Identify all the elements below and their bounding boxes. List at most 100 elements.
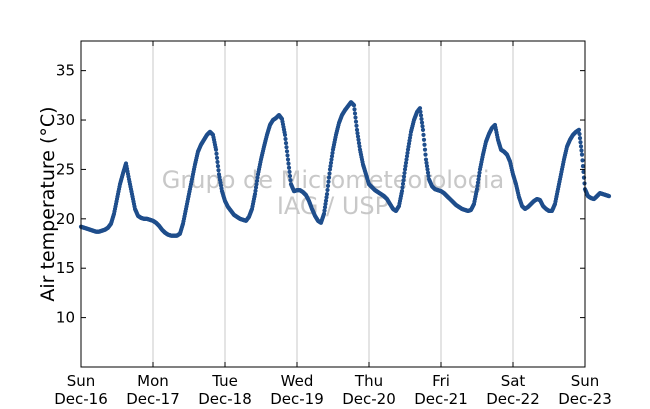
data-point [216, 168, 221, 173]
x-tick-day: Sun [571, 372, 600, 390]
data-point [417, 106, 423, 111]
data-point [288, 178, 293, 183]
x-axis: SunDec-16MonDec-17TueDec-18WedDec-19ThuD… [54, 41, 612, 408]
data-point [215, 159, 220, 165]
data-point [402, 170, 407, 176]
data-point [351, 103, 357, 108]
x-tick-day: Fri [432, 372, 450, 390]
data-point [329, 154, 335, 159]
data-point [426, 173, 431, 179]
x-tick-day: Mon [137, 372, 169, 390]
data-point [254, 178, 260, 184]
data-point [285, 153, 290, 158]
x-tick-date: Dec-22 [486, 390, 540, 408]
data-point [578, 144, 584, 149]
data-point [353, 119, 359, 124]
data-point [322, 205, 328, 210]
data-point [352, 111, 358, 116]
data-point [425, 167, 430, 172]
data-point [399, 189, 405, 194]
data-point [327, 171, 332, 176]
x-tick-day: Sun [67, 372, 96, 390]
data-point [401, 174, 407, 179]
x-tick-day: Tue [211, 372, 238, 390]
y-tick-label: 20 [56, 210, 75, 228]
y-tick-label: 35 [56, 62, 75, 80]
data-point [477, 170, 482, 175]
data-point [403, 164, 408, 169]
data-point [354, 127, 360, 133]
data-point [283, 140, 289, 146]
vertical-grid-lines [152, 41, 514, 367]
data-point [329, 157, 334, 162]
data-point [284, 145, 289, 150]
data-point [476, 177, 481, 182]
data-point [577, 136, 583, 141]
data-point [323, 198, 329, 203]
data-point [287, 173, 293, 179]
data-point [327, 167, 333, 172]
x-tick-date: Dec-18 [198, 390, 252, 408]
data-point [420, 127, 426, 133]
data-point [213, 147, 219, 152]
data-point [255, 175, 260, 180]
data-point [424, 164, 430, 169]
data-point [356, 140, 362, 146]
data-point [418, 109, 423, 114]
data-point [423, 157, 429, 162]
data-point [253, 188, 258, 193]
x-tick-day: Sat [501, 372, 526, 390]
x-tick-day: Thu [354, 372, 383, 390]
data-point [423, 152, 428, 157]
data-point [321, 211, 327, 216]
data-point [418, 113, 424, 118]
y-tick-label: 30 [56, 111, 75, 129]
data-point [324, 192, 330, 197]
data-point [287, 169, 292, 174]
data-point [475, 183, 480, 188]
data-point [286, 161, 291, 166]
data-point [325, 187, 330, 193]
data-point [285, 157, 291, 162]
data-point [405, 150, 410, 156]
data-point [357, 144, 362, 149]
x-tick-date: Dec-21 [414, 390, 468, 408]
data-point [404, 157, 409, 162]
data-point [353, 115, 358, 120]
data-point [579, 148, 584, 153]
data-point [325, 183, 331, 188]
temperature-series [78, 100, 612, 238]
data-point [253, 185, 259, 190]
data-point [403, 160, 409, 165]
data-point [419, 116, 424, 122]
y-axis-label: Air temperature (°C) [37, 106, 59, 301]
data-point [322, 208, 327, 213]
data-point [422, 147, 428, 152]
data-point [402, 167, 408, 172]
data-point [356, 137, 361, 142]
x-tick-date: Dec-17 [126, 390, 180, 408]
data-point [330, 150, 335, 156]
data-point [419, 120, 425, 125]
data-point [475, 180, 481, 185]
data-point [420, 124, 425, 129]
data-point [404, 154, 410, 159]
data-point [421, 137, 427, 142]
x-tick-date: Dec-20 [342, 390, 396, 408]
data-point [476, 173, 482, 179]
data-point [424, 160, 429, 165]
data-point [252, 192, 258, 197]
data-point [577, 131, 582, 137]
data-point [323, 201, 328, 207]
x-tick-date: Dec-16 [54, 390, 108, 408]
data-point [214, 155, 220, 160]
watermark-line-1: Grupo de Micrometeorologia [162, 166, 504, 194]
data-point [401, 178, 406, 183]
data-point [422, 142, 427, 147]
data-point [326, 175, 332, 180]
data-point [421, 132, 426, 137]
data-point [354, 123, 359, 128]
data-point [579, 152, 585, 157]
data-point [215, 164, 221, 169]
